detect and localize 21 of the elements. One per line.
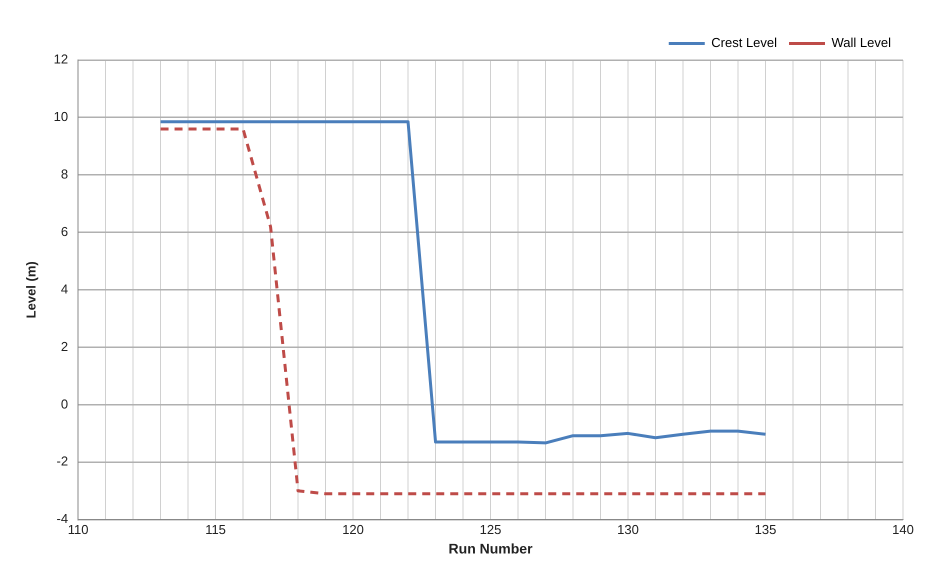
- y-tick-label: 4: [60, 281, 68, 296]
- x-tick-label: 130: [617, 522, 639, 537]
- y-tick-label: 2: [60, 338, 68, 354]
- legend-label: Wall Level: [832, 35, 892, 50]
- y-tick-label: 6: [60, 224, 68, 239]
- x-tick-label: 110: [68, 522, 88, 537]
- x-tick-label: 120: [342, 522, 364, 537]
- x-tick-label: 115: [205, 522, 226, 537]
- y-tick-label: -4: [56, 511, 68, 526]
- y-axis-title: Level (m): [23, 261, 38, 318]
- y-tick-label: 10: [54, 109, 68, 124]
- x-axis-title: Run Number: [448, 540, 534, 556]
- line-series: [159, 127, 768, 496]
- x-tick-label: 125: [480, 522, 502, 537]
- y-tick-label: 8: [60, 166, 68, 182]
- y-tick-label: 12: [54, 52, 68, 67]
- y-tick-label: 0: [60, 396, 68, 412]
- x-tick-label: 135: [754, 522, 776, 537]
- legend-label: Crest Level: [711, 35, 778, 50]
- y-tick-label: -2: [56, 454, 68, 469]
- x-tick-label: 140: [892, 522, 914, 537]
